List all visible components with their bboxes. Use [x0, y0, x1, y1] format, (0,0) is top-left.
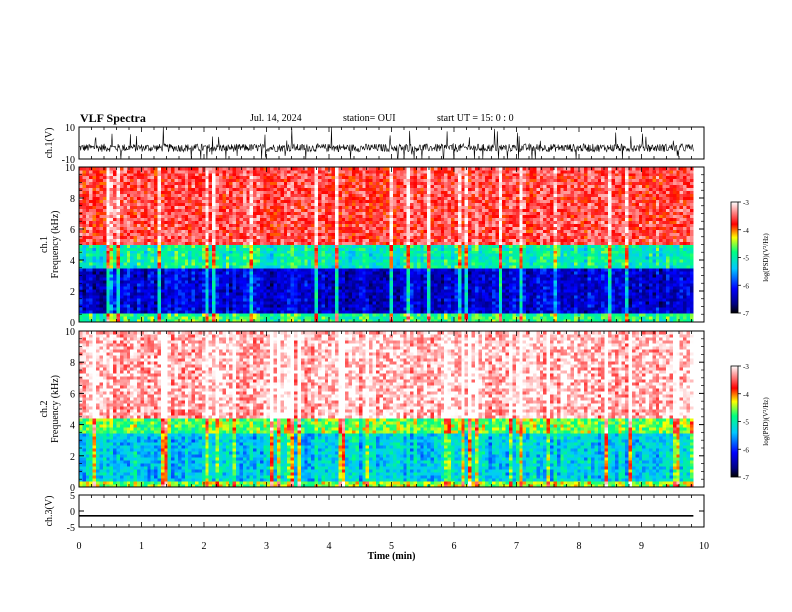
ch1-y-tick-label: 10 — [65, 163, 75, 174]
ch1-y-tick-label: 4 — [70, 256, 75, 267]
x-axis-label: Time (min) — [368, 551, 416, 562]
ch1-colorbar-label: log(PSD)(V²/Hz) — [762, 233, 770, 282]
ch1-y-axis-label-2: Frequency (kHz) — [50, 210, 61, 278]
ch1-y-tick-label: 8 — [70, 194, 75, 205]
ch2-colorbar-tick-label: -5 — [743, 419, 749, 427]
x-tick-label: 0 — [77, 541, 82, 552]
figure-title: VLF Spectra — [80, 111, 146, 125]
ch1-colorbar-tick-label: -7 — [743, 310, 749, 318]
x-tick-label: 3 — [264, 541, 269, 552]
ch1-colorbar — [730, 201, 739, 314]
ch1-y-tick-label: 0 — [70, 318, 75, 329]
start-time-label: start UT = 15: 0 : 0 — [437, 113, 514, 124]
date-label: Jul. 14, 2024 — [250, 113, 302, 124]
ch2-colorbar — [730, 365, 739, 478]
ch2-y-tick-label: 0 — [70, 483, 75, 494]
ch3-y-tick-label: -5 — [67, 523, 75, 534]
ch2-y-axis-label-1: ch.2 — [39, 401, 50, 418]
ch3-y-axis-label: ch.3(V) — [44, 496, 55, 527]
ch1-colorbar-tick-label: -4 — [743, 227, 749, 235]
ch1-colorbar-tick-label: -6 — [743, 282, 749, 290]
x-tick-label: 5 — [389, 541, 394, 552]
ch2-y-tick-label: 6 — [70, 389, 75, 400]
ch1-waveform-line — [78, 127, 694, 160]
ch2-y-axis-label-2: Frequency (kHz) — [50, 375, 61, 443]
x-tick-label: 1 — [139, 541, 144, 552]
ch1-y-tick-label: 10 — [65, 123, 75, 134]
ch1-spectrogram — [79, 167, 694, 323]
x-tick-label: 6 — [452, 541, 457, 552]
ch1-y-axis-label: ch.1(V) — [44, 128, 55, 159]
ch1-y-tick-label: 6 — [70, 225, 75, 236]
x-tick-label: 7 — [514, 541, 519, 552]
ch1-colorbar-tick-label: -3 — [743, 199, 749, 207]
ch2-y-tick-label: 2 — [70, 452, 75, 463]
ch2-colorbar-tick-label: -7 — [743, 474, 749, 482]
x-tick-label: 2 — [202, 541, 207, 552]
ch2-colorbar-tick-label: -4 — [743, 391, 749, 399]
ch1-y-tick-label: 2 — [70, 287, 75, 298]
ch1-y-tick-label: -10 — [62, 155, 75, 166]
ch2-spectrogram — [79, 331, 694, 488]
ch3-y-tick-label: 0 — [70, 507, 75, 518]
ch2-colorbar-tick-label: -6 — [743, 446, 749, 454]
ch2-y-tick-label: 8 — [70, 358, 75, 369]
x-tick-label: 9 — [639, 541, 644, 552]
ch2-y-tick-label: 4 — [70, 421, 75, 432]
ch2-colorbar-tick-label: -3 — [743, 363, 749, 371]
ch2-colorbar-label: log(PSD)(V²/Hz) — [762, 397, 770, 446]
ch1-y-axis-label-1: ch.1 — [39, 236, 50, 253]
ch3-y-tick-label: 5 — [70, 491, 75, 502]
ch2-y-tick-label: 10 — [65, 327, 75, 338]
x-tick-label: 10 — [699, 541, 709, 552]
x-tick-label: 4 — [327, 541, 332, 552]
x-tick-label: 8 — [577, 541, 582, 552]
station-label: station= OUI — [343, 113, 396, 124]
ch1-colorbar-tick-label: -5 — [743, 255, 749, 263]
